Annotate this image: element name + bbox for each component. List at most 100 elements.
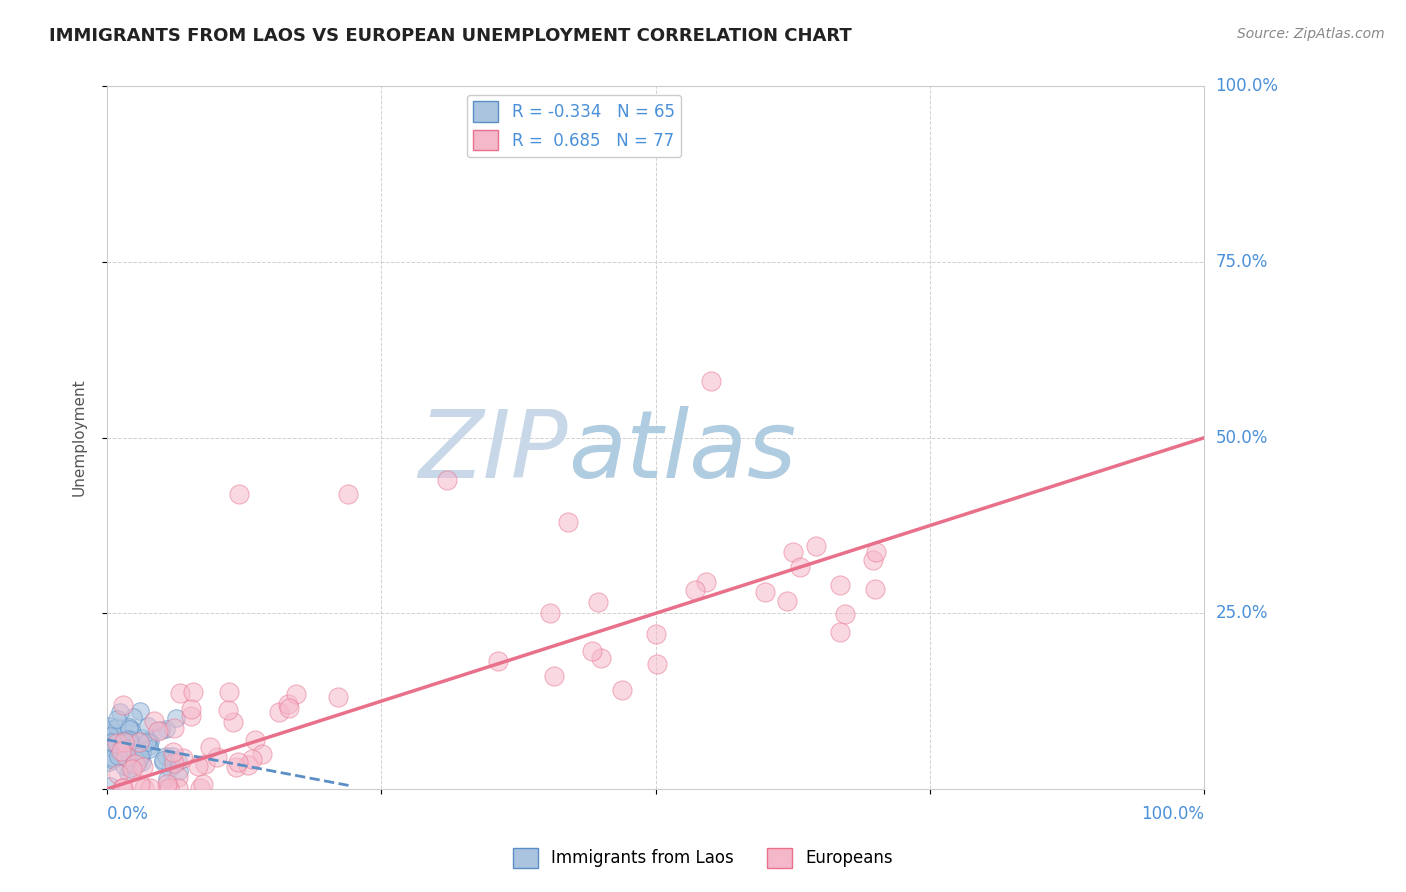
Legend: R = -0.334   N = 65, R =  0.685   N = 77: R = -0.334 N = 65, R = 0.685 N = 77 bbox=[467, 95, 682, 157]
Point bbox=[128, 704, 150, 718]
Text: 0.0%: 0.0% bbox=[107, 805, 149, 823]
Point bbox=[105, 736, 128, 750]
Text: 100.0%: 100.0% bbox=[1216, 78, 1278, 95]
Point bbox=[128, 753, 150, 767]
Point bbox=[436, 473, 458, 487]
Point bbox=[131, 755, 153, 769]
Point bbox=[218, 685, 240, 699]
Point bbox=[120, 738, 142, 752]
Text: 50.0%: 50.0% bbox=[1216, 429, 1268, 447]
Point bbox=[121, 763, 143, 777]
Point bbox=[776, 594, 799, 608]
Point bbox=[117, 737, 139, 751]
Point bbox=[804, 539, 827, 553]
Point bbox=[107, 748, 129, 763]
Point bbox=[156, 777, 179, 791]
Point bbox=[139, 780, 162, 795]
Point bbox=[277, 698, 299, 712]
Point bbox=[108, 734, 131, 748]
Point bbox=[789, 560, 811, 574]
Point bbox=[181, 685, 204, 699]
Point bbox=[159, 762, 181, 776]
Point bbox=[128, 747, 150, 762]
Point bbox=[152, 755, 174, 769]
Point bbox=[105, 730, 128, 744]
Y-axis label: Unemployment: Unemployment bbox=[72, 379, 86, 497]
Point bbox=[111, 781, 134, 796]
Point bbox=[101, 736, 124, 750]
Point bbox=[128, 735, 150, 749]
Point bbox=[120, 761, 142, 775]
Point bbox=[112, 733, 135, 747]
Point bbox=[132, 760, 155, 774]
Point bbox=[337, 487, 360, 501]
Text: ZIP: ZIP bbox=[419, 406, 568, 497]
Point bbox=[115, 748, 138, 763]
Point bbox=[862, 553, 884, 567]
Point bbox=[107, 767, 129, 781]
Point bbox=[557, 515, 579, 529]
Point bbox=[131, 745, 153, 759]
Point bbox=[645, 657, 668, 672]
Point bbox=[152, 752, 174, 766]
Point bbox=[194, 757, 217, 772]
Point bbox=[188, 781, 211, 796]
Point bbox=[128, 743, 150, 757]
Point bbox=[97, 756, 120, 770]
Point bbox=[110, 743, 132, 757]
Point bbox=[100, 779, 122, 793]
Point bbox=[101, 735, 124, 749]
Point bbox=[245, 733, 267, 747]
Point bbox=[172, 751, 194, 765]
Point bbox=[863, 582, 886, 596]
Point bbox=[326, 690, 349, 705]
Point bbox=[222, 715, 245, 730]
Point bbox=[200, 739, 222, 754]
Point bbox=[134, 781, 156, 796]
Point bbox=[156, 781, 179, 796]
Point bbox=[112, 740, 135, 755]
Text: IMMIGRANTS FROM LAOS VS EUROPEAN UNEMPLOYMENT CORRELATION CHART: IMMIGRANTS FROM LAOS VS EUROPEAN UNEMPLO… bbox=[49, 27, 852, 45]
Point bbox=[187, 759, 209, 773]
Point bbox=[117, 766, 139, 780]
Point bbox=[610, 682, 633, 697]
Point bbox=[225, 759, 247, 773]
Point bbox=[120, 722, 142, 736]
Text: 100.0%: 100.0% bbox=[1142, 805, 1205, 823]
Point bbox=[131, 746, 153, 760]
Point bbox=[228, 487, 250, 501]
Point bbox=[236, 758, 259, 772]
Point bbox=[136, 733, 159, 747]
Point bbox=[543, 669, 565, 683]
Point bbox=[285, 687, 308, 701]
Point bbox=[217, 703, 239, 717]
Point bbox=[155, 748, 177, 763]
Point bbox=[100, 722, 122, 736]
Point bbox=[162, 749, 184, 764]
Point bbox=[98, 729, 121, 743]
Point bbox=[117, 720, 139, 734]
Point bbox=[180, 702, 202, 716]
Point bbox=[118, 722, 141, 736]
Point bbox=[132, 737, 155, 751]
Text: Source: ZipAtlas.com: Source: ZipAtlas.com bbox=[1237, 27, 1385, 41]
Point bbox=[101, 753, 124, 767]
Point bbox=[124, 756, 146, 771]
Point bbox=[115, 741, 138, 756]
Point bbox=[112, 735, 135, 749]
Point bbox=[121, 710, 143, 724]
Point bbox=[112, 758, 135, 772]
Point bbox=[157, 781, 180, 796]
Point bbox=[136, 719, 159, 733]
Point bbox=[150, 723, 173, 738]
Point bbox=[226, 755, 249, 769]
Point bbox=[828, 578, 851, 592]
Point bbox=[782, 545, 804, 559]
Point bbox=[108, 705, 131, 719]
Point bbox=[155, 722, 177, 736]
Text: atlas: atlas bbox=[568, 406, 796, 497]
Point bbox=[148, 724, 170, 739]
Point bbox=[169, 686, 191, 700]
Point bbox=[589, 651, 612, 665]
Point bbox=[127, 757, 149, 772]
